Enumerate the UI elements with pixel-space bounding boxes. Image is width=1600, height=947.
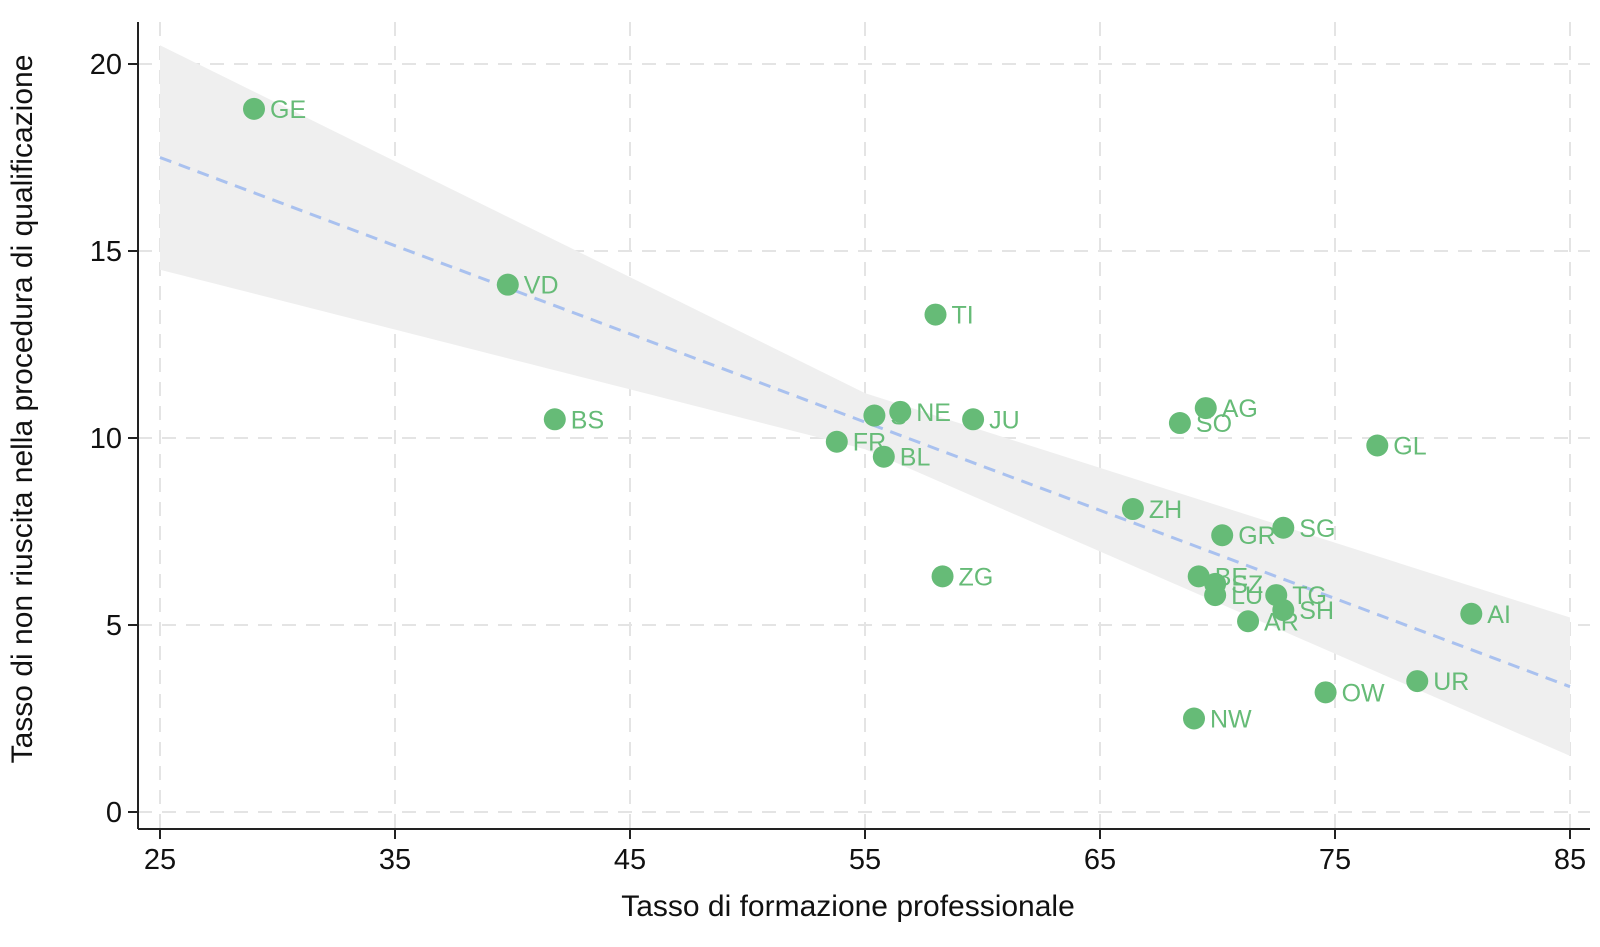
point-marker	[243, 97, 265, 120]
point-marker	[863, 404, 886, 427]
point-so: SO	[1168, 410, 1232, 438]
point-marker	[924, 303, 947, 326]
y-axis-title: Tasso di non riuscita nella procedura di…	[6, 55, 39, 764]
point-label: NE	[916, 399, 951, 427]
point-label: SG	[1299, 515, 1335, 543]
point-marker	[1272, 599, 1295, 622]
point-label: SO	[1196, 410, 1232, 438]
point-marker	[872, 445, 895, 468]
point-marker	[1272, 516, 1295, 539]
point-label: NW	[1210, 706, 1252, 734]
point-label: LU	[1231, 582, 1263, 610]
point-lu: LU	[1204, 582, 1263, 610]
point-marker	[1168, 412, 1191, 435]
point-marker	[1314, 681, 1337, 704]
y-tick-label: 0	[106, 797, 122, 829]
point-marker	[1460, 602, 1483, 625]
x-tick-label: 65	[1084, 844, 1116, 876]
x-tick-label: 25	[144, 844, 176, 876]
point-label: TG	[1292, 582, 1327, 610]
point-bl: BL	[872, 444, 931, 472]
y-tick-label: 20	[90, 49, 122, 81]
point-ag: AG	[1194, 395, 1258, 423]
point-label: VD	[524, 272, 559, 300]
point-label: SZ	[1231, 571, 1263, 599]
point-ai: AI	[1460, 601, 1511, 629]
y-tick-label: 5	[106, 610, 122, 642]
point-label: UR	[1433, 668, 1469, 696]
point-marker	[1237, 610, 1260, 633]
point-ar: AR	[1237, 608, 1299, 636]
point-marker	[1121, 498, 1144, 521]
point-label: ZG	[959, 563, 994, 591]
point-label: OW	[1342, 679, 1385, 707]
point-ur: UR	[1406, 668, 1469, 696]
x-tick-label: 85	[1554, 844, 1586, 876]
point-label: GL	[1393, 432, 1426, 460]
point-vd: VD	[496, 272, 559, 300]
y-tick-label: 10	[90, 423, 122, 455]
x-tick-label: 45	[614, 844, 646, 876]
fit-line	[159, 156, 1571, 689]
point-marker	[496, 273, 519, 296]
point-label: AR	[1264, 608, 1299, 636]
point-bs: BS	[543, 406, 604, 434]
point-label: JU	[989, 406, 1020, 434]
point-marker	[962, 408, 985, 431]
point-gl: GL	[1366, 432, 1427, 460]
point-label: AI	[1487, 601, 1511, 629]
point-label: GR	[1238, 522, 1276, 550]
point-marker	[543, 408, 566, 431]
point-ne: NE	[889, 399, 951, 427]
point-label: ZH	[1149, 496, 1182, 524]
point-marker	[1366, 434, 1389, 457]
x-tick-label: 35	[379, 844, 411, 876]
point-label: TI	[952, 302, 974, 330]
point-marker	[1194, 397, 1217, 420]
point-sg: SG	[1272, 515, 1335, 543]
point-nw: NW	[1183, 706, 1252, 734]
data-points: GEVDTIBSSNEJUFRBLAGSOGLZHSGGRZGBESZLUTGS…	[243, 96, 1511, 734]
x-tick-label: 75	[1319, 844, 1351, 876]
point-label: BS	[571, 406, 604, 434]
point-gr: GR	[1211, 522, 1276, 550]
point-label: AG	[1222, 395, 1258, 423]
point-zh: ZH	[1121, 496, 1182, 524]
point-ge: GE	[243, 96, 306, 124]
point-marker	[889, 400, 912, 423]
point-label: GE	[270, 96, 306, 124]
point-ti: TI	[924, 302, 974, 330]
x-tick-label: 55	[849, 844, 881, 876]
point-marker	[825, 430, 848, 453]
point-marker	[1183, 707, 1205, 730]
point-zg: ZG	[931, 563, 994, 591]
point-marker	[931, 565, 954, 588]
point-marker	[1187, 565, 1210, 588]
point-label: BL	[900, 444, 931, 472]
point-sh: SH	[1272, 597, 1334, 625]
axes: 25 35 45 55 65 75 85 0 5 10 15 20	[90, 22, 1590, 876]
x-axis-title: Tasso di formazione professionale	[621, 890, 1075, 923]
y-tick-label: 15	[90, 236, 122, 268]
point-ju: JU	[962, 406, 1020, 434]
point-ow: OW	[1314, 679, 1385, 707]
point-marker	[1406, 670, 1429, 693]
point-label: SH	[1299, 597, 1334, 625]
point-marker	[1204, 584, 1227, 607]
point-marker	[1211, 524, 1234, 547]
